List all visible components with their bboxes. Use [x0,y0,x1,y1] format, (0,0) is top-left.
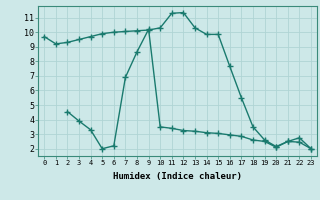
X-axis label: Humidex (Indice chaleur): Humidex (Indice chaleur) [113,172,242,181]
